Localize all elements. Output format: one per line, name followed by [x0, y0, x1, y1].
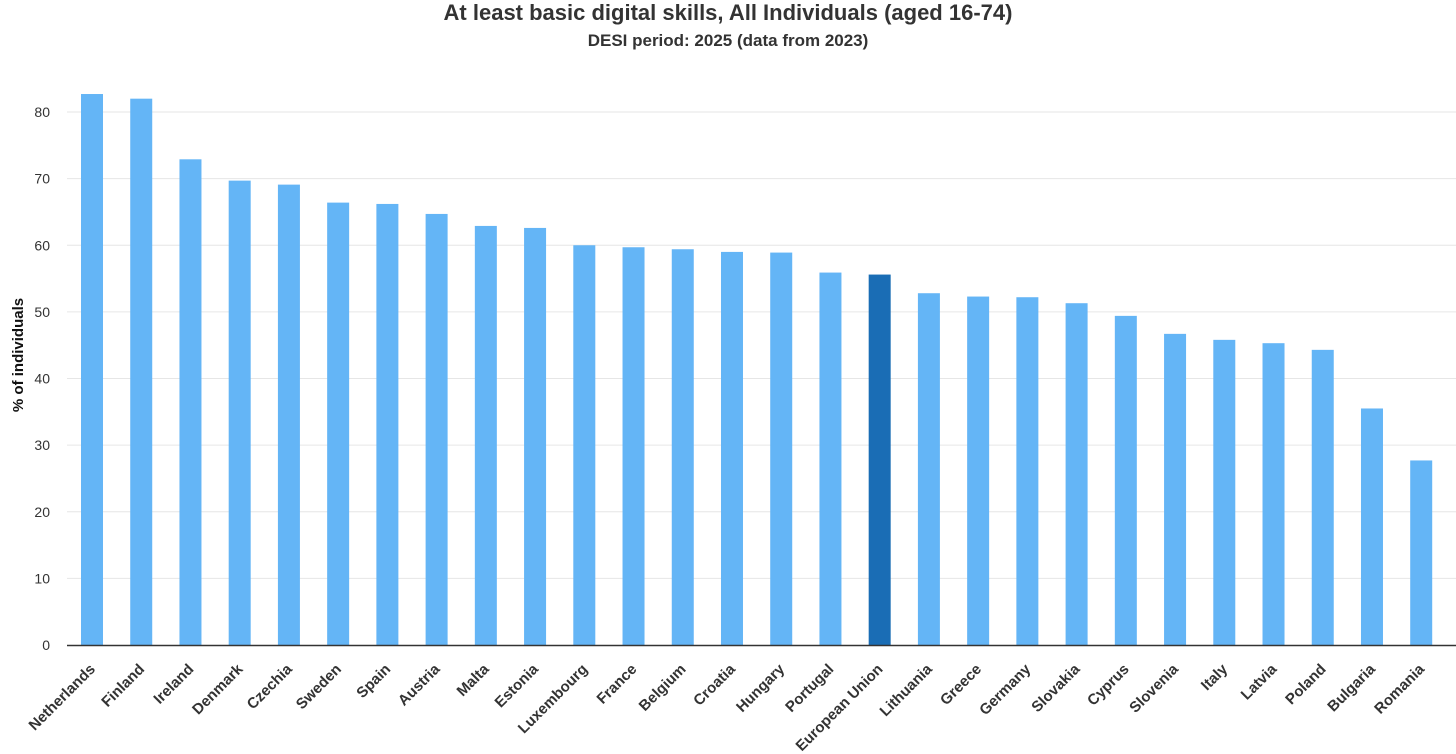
- x-tick-label: Sweden: [293, 661, 345, 713]
- x-tick-label: Slovenia: [1126, 660, 1182, 716]
- x-tick-label: Hungary: [733, 660, 789, 716]
- bar-lithuania[interactable]: [917, 293, 940, 645]
- bar-finland[interactable]: [130, 98, 153, 646]
- y-tick-label: 50: [34, 304, 50, 320]
- y-tick-label: 40: [34, 371, 50, 387]
- bar-italy[interactable]: [1213, 339, 1236, 645]
- x-tick-label: Estonia: [492, 660, 543, 711]
- bar-france[interactable]: [622, 247, 645, 645]
- bar-czechia[interactable]: [277, 184, 300, 645]
- bar-sweden[interactable]: [327, 202, 350, 646]
- x-tick-label: Finland: [98, 661, 148, 711]
- bar-ireland[interactable]: [179, 159, 202, 645]
- bar-austria[interactable]: [425, 213, 448, 645]
- bar-poland[interactable]: [1311, 349, 1334, 645]
- x-tick-label: Czechia: [244, 660, 297, 713]
- x-tick-label: Ireland: [150, 661, 197, 708]
- x-tick-label: Malta: [454, 660, 494, 700]
- x-tick-label: Belgium: [636, 661, 690, 715]
- bar-portugal[interactable]: [819, 272, 842, 645]
- bar-malta[interactable]: [474, 225, 497, 645]
- x-tick-label: Romania: [1371, 660, 1428, 717]
- bar-cyprus[interactable]: [1114, 315, 1137, 645]
- bar-spain[interactable]: [376, 203, 399, 645]
- x-tick-label: France: [594, 661, 641, 708]
- bar-bulgaria[interactable]: [1360, 408, 1383, 645]
- x-tick-label: Greece: [937, 661, 985, 709]
- y-tick-label: 20: [34, 504, 50, 520]
- bar-romania[interactable]: [1410, 460, 1433, 645]
- bar-european-union[interactable]: [868, 274, 891, 645]
- x-tick-label: Netherlands: [25, 661, 98, 734]
- x-tick-label: Lithuania: [877, 660, 937, 720]
- x-tick-label: Cyprus: [1084, 661, 1133, 710]
- bar-latvia[interactable]: [1262, 343, 1285, 645]
- bar-netherlands[interactable]: [81, 94, 103, 646]
- x-tick-label: Bulgaria: [1324, 660, 1379, 715]
- bar-greece[interactable]: [967, 296, 990, 645]
- bar-croatia[interactable]: [720, 251, 743, 645]
- y-tick-label: 10: [34, 570, 50, 586]
- bar-luxembourg[interactable]: [573, 245, 596, 645]
- x-tick-label: Italy: [1198, 660, 1232, 694]
- x-tick-label: Slovakia: [1028, 660, 1084, 716]
- y-tick-label: 0: [42, 637, 50, 653]
- y-tick-label: 30: [34, 437, 50, 453]
- y-tick-label: 60: [34, 237, 50, 253]
- x-tick-label: Poland: [1282, 661, 1329, 708]
- bar-belgium[interactable]: [671, 249, 694, 645]
- chart-subtitle: DESI period: 2025 (data from 2023): [587, 31, 869, 50]
- y-tick-label: 80: [34, 104, 50, 120]
- bar-slovakia[interactable]: [1065, 303, 1088, 645]
- x-tick-label: Latvia: [1238, 660, 1281, 703]
- y-tick-label: 70: [34, 171, 50, 187]
- x-tick-label: Spain: [353, 661, 394, 702]
- x-tick-label: Austria: [395, 660, 444, 709]
- bar-germany[interactable]: [1016, 297, 1039, 645]
- chart-title: At least basic digital skills, All Indiv…: [443, 0, 1013, 25]
- x-tick-label: Germany: [976, 660, 1034, 718]
- y-axis-label: % of individuals: [10, 298, 27, 412]
- x-tick-label: European Union: [793, 661, 887, 754]
- bar-slovenia[interactable]: [1164, 333, 1187, 645]
- bar-denmark[interactable]: [228, 180, 251, 645]
- x-tick-label: Croatia: [690, 660, 739, 709]
- bar-hungary[interactable]: [770, 252, 793, 646]
- x-tick-label: Denmark: [189, 660, 247, 718]
- bar-estonia[interactable]: [524, 227, 547, 646]
